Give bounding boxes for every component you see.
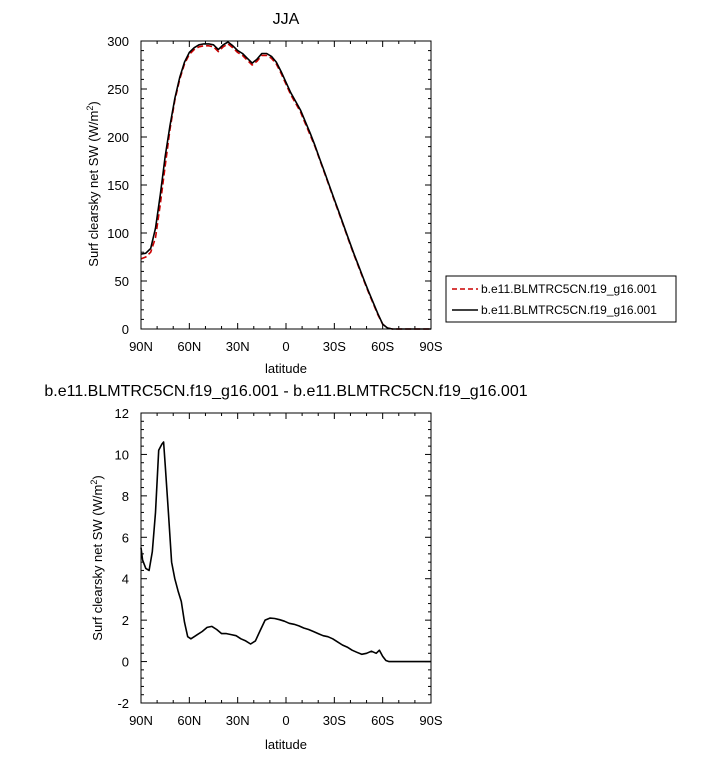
bottom-chart-y-tick-label: 8 [122,489,129,504]
bottom-chart-title: b.e11.BLMTRC5CN.f19_g16.001 - b.e11.BLMT… [44,383,527,400]
top-chart-x-tick-label: 90N [129,339,153,354]
top-chart-plot-frame [140,40,432,330]
bottom-chart-plot-frame [140,412,432,704]
top-chart-series-line-2 [140,41,431,330]
legend: b.e11.BLMTRC5CN.f19_g16.001 b.e11.BLMTRC… [445,275,677,323]
top-chart-y-tick-label: 0 [122,322,129,337]
top-chart-y-tick-label: 100 [107,226,129,241]
top-chart-ticks: 90N 60N 30N 0 30S 60S 90S 0 50 100 150 200 250 300 [107,34,443,354]
top-chart-y-tick-label: 150 [107,178,129,193]
legend-box [445,275,677,323]
legend-label-series-2: b.e11.BLMTRC5CN.f19_g16.001 [481,303,657,317]
top-chart-y-tick-label: 200 [107,130,129,145]
top-chart-x-tick-label: 30N [226,339,250,354]
top-chart-title: JJA [273,11,300,28]
top-chart-x-tick-label: 60S [371,339,394,354]
top-chart-x-axis-label: latitude [265,361,307,376]
bottom-chart-y-tick-label: 6 [122,530,129,545]
bottom-chart-x-tick-label: 60N [177,713,201,728]
bottom-chart-x-tick-label: 90S [419,713,442,728]
top-chart-x-tick-label: 90S [419,339,442,354]
bottom-chart-y-tick-label: 0 [122,655,129,670]
bottom-chart-x-tick-label: 60S [371,713,394,728]
bottom-chart-x-tick-label: 0 [282,713,289,728]
top-chart-y-tick-label: 50 [115,274,129,289]
top-chart-series-line-1 [140,43,431,330]
top-chart-y-axis-label: Surf clearsky net SW (W/m2) [85,101,101,266]
bottom-chart-series-line-1 [140,441,431,663]
top-chart-x-tick-label: 30S [323,339,346,354]
top-chart-x-tick-label: 60N [177,339,201,354]
bottom-chart-y-tick-label: 2 [122,613,129,628]
bottom-chart-y-tick-label: -2 [117,696,129,711]
legend-label-series-1: b.e11.BLMTRC5CN.f19_g16.001 [481,282,657,296]
bottom-chart-y-axis-label: Surf clearsky net SW (W/m2) [89,475,105,640]
bottom-chart-y-tick-label: 12 [115,406,129,421]
top-chart-y-tick-label: 250 [107,82,129,97]
bottom-chart-x-tick-label: 30N [226,713,250,728]
bottom-chart-lines [140,441,431,663]
bottom-chart-y-tick-label: 10 [115,447,129,462]
top-chart: JJA latitude Surf clearsky net SW (W/m2)… [85,11,443,376]
top-chart-lines [140,41,431,330]
top-chart-x-tick-label: 0 [282,339,289,354]
bottom-chart-x-tick-label: 30S [323,713,346,728]
bottom-chart-x-tick-label: 90N [129,713,153,728]
top-chart-y-tick-label: 300 [107,34,129,49]
bottom-chart-y-tick-label: 4 [122,572,129,587]
bottom-chart-x-axis-label: latitude [265,737,307,752]
bottom-chart: b.e11.BLMTRC5CN.f19_g16.001 - b.e11.BLMT… [44,383,527,752]
